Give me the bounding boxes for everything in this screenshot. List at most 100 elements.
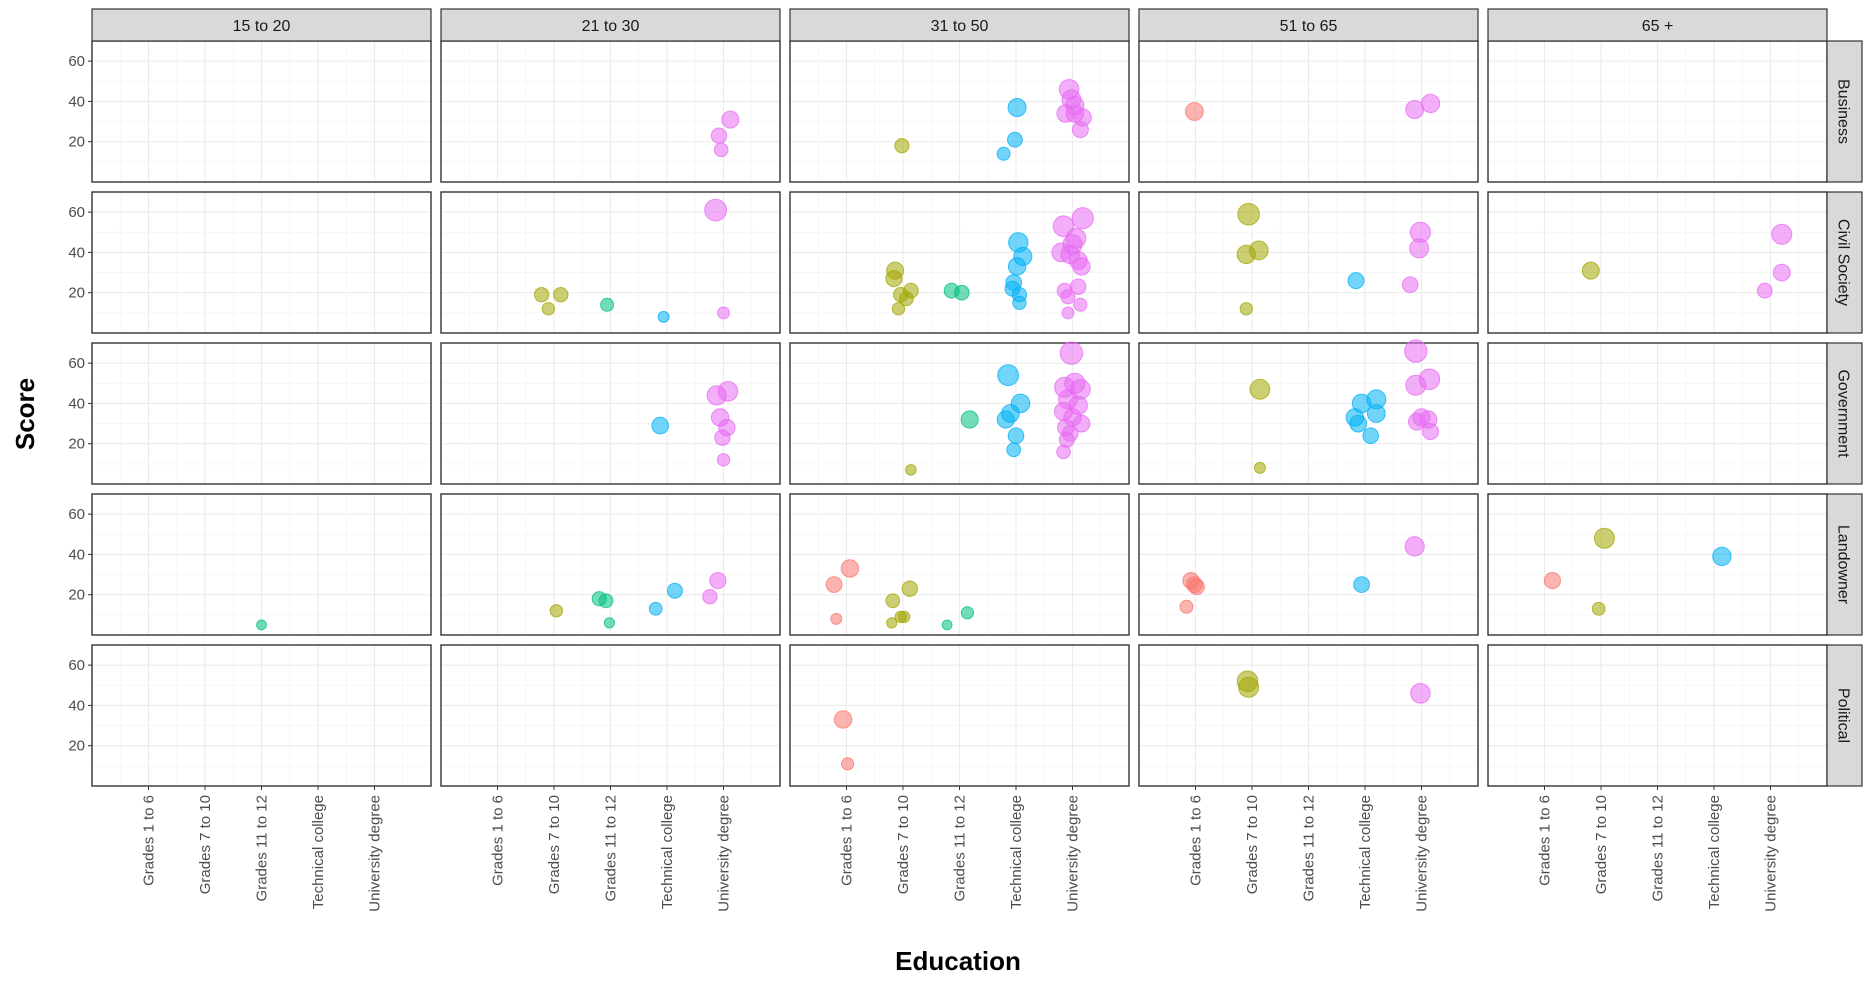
row-strip-label: Political xyxy=(1835,688,1852,743)
data-point xyxy=(1404,339,1428,363)
data-point xyxy=(1056,444,1071,460)
data-point xyxy=(549,604,563,618)
data-point xyxy=(1401,276,1419,294)
x-tick-label: University degree xyxy=(367,795,384,912)
data-point xyxy=(651,416,670,435)
data-point xyxy=(1756,282,1773,299)
data-point xyxy=(840,559,860,578)
y-tick-label: 20 xyxy=(68,436,85,453)
y-tick-label: 20 xyxy=(68,134,85,151)
data-point xyxy=(704,198,727,222)
data-point xyxy=(710,127,728,144)
data-point xyxy=(1253,461,1266,474)
x-tick-label: Grades 7 to 10 xyxy=(1244,795,1261,894)
column-strip-bg xyxy=(1487,8,1828,42)
y-axis-title: Score xyxy=(10,378,40,450)
column-strip-label: 51 to 65 xyxy=(1280,18,1338,35)
data-point xyxy=(1179,599,1194,614)
panel-landowner-65-plus xyxy=(1487,493,1828,636)
data-point xyxy=(1593,527,1615,549)
data-point xyxy=(1012,295,1027,310)
data-point xyxy=(598,593,614,609)
row-strip-label: Civil Society xyxy=(1835,219,1852,306)
row-strip-civil-society: Civil Society xyxy=(1826,191,1863,334)
panel-border xyxy=(1138,493,1479,636)
data-point xyxy=(899,291,914,307)
data-point xyxy=(885,270,903,288)
data-point xyxy=(1006,442,1022,458)
panel-political-15-to-20 xyxy=(91,644,432,787)
data-point xyxy=(1420,93,1441,114)
column-strip-bg xyxy=(440,8,781,42)
data-point xyxy=(1188,578,1205,596)
data-point xyxy=(1059,341,1084,365)
data-point xyxy=(709,572,727,590)
data-point xyxy=(721,110,740,129)
x-tick-label: Grades 1 to 6 xyxy=(839,795,856,886)
data-point xyxy=(1405,374,1427,396)
data-point xyxy=(905,464,917,476)
panel-landowner-31-to-50 xyxy=(789,493,1130,636)
column-strip-label: 15 to 20 xyxy=(233,18,291,35)
data-point xyxy=(1712,546,1732,567)
row-strip-label: Landowner xyxy=(1835,525,1852,605)
data-point xyxy=(1007,131,1023,148)
data-point xyxy=(533,287,550,303)
data-point xyxy=(1007,98,1027,117)
y-tick-label: 40 xyxy=(68,395,85,412)
y-tick-label: 20 xyxy=(68,738,85,755)
y-tick-label: 60 xyxy=(68,657,85,674)
data-point xyxy=(997,364,1019,387)
data-point xyxy=(1236,244,1257,265)
row-strip-bg xyxy=(1826,644,1863,787)
x-tick-label: Grades 1 to 6 xyxy=(490,795,507,886)
data-point xyxy=(1591,601,1606,616)
panel-political-51-to-65 xyxy=(1138,644,1479,787)
data-point xyxy=(666,582,683,599)
panel-political-65-plus xyxy=(1487,644,1828,787)
panel-business-15-to-20 xyxy=(91,40,432,183)
panel-border xyxy=(440,191,781,334)
x-tick-label: Technical college xyxy=(1357,795,1374,909)
panel-landowner-15-to-20 xyxy=(91,493,432,636)
data-point xyxy=(713,142,729,158)
data-point xyxy=(1061,306,1075,320)
panel-border xyxy=(91,191,432,334)
y-tick-label: 40 xyxy=(68,697,85,714)
data-point xyxy=(1071,121,1089,139)
row-strip-landowner: Landowner xyxy=(1826,493,1863,636)
data-point xyxy=(1581,261,1600,280)
column-strip-bg xyxy=(1138,8,1479,42)
data-point xyxy=(1071,207,1094,230)
column-strip-21-to-30: 21 to 30 xyxy=(440,8,781,42)
data-point xyxy=(553,287,569,303)
column-strip-65-plus: 65 + xyxy=(1487,8,1828,42)
data-point xyxy=(960,410,979,429)
data-point xyxy=(1366,404,1386,423)
data-point xyxy=(897,610,911,624)
x-tick-label: Grades 7 to 10 xyxy=(1593,795,1610,894)
y-tick-label: 40 xyxy=(68,244,85,261)
data-point xyxy=(714,429,731,446)
panel-border xyxy=(789,191,1130,334)
data-point xyxy=(954,284,970,301)
x-tick-label: Grades 11 to 12 xyxy=(603,795,620,901)
data-point xyxy=(885,593,901,609)
y-tick-label: 20 xyxy=(68,587,85,604)
panel-landowner-51-to-65 xyxy=(1138,493,1479,636)
row-strip-bg xyxy=(1826,342,1863,485)
data-point xyxy=(1249,378,1271,400)
data-point xyxy=(657,310,670,323)
panel-government-65-plus xyxy=(1487,342,1828,485)
x-tick-label: University degree xyxy=(1763,795,1780,912)
data-point xyxy=(1772,263,1791,282)
x-tick-label: University degree xyxy=(716,795,733,912)
panel-civil-society-15-to-20 xyxy=(91,191,432,334)
x-axis-title: Education xyxy=(895,946,1021,976)
panel-civil-society-51-to-65 xyxy=(1138,191,1479,334)
x-tick-label: University degree xyxy=(1065,795,1082,912)
row-strip-label: Business xyxy=(1835,79,1852,144)
data-point xyxy=(1007,257,1027,276)
data-point xyxy=(901,580,918,597)
